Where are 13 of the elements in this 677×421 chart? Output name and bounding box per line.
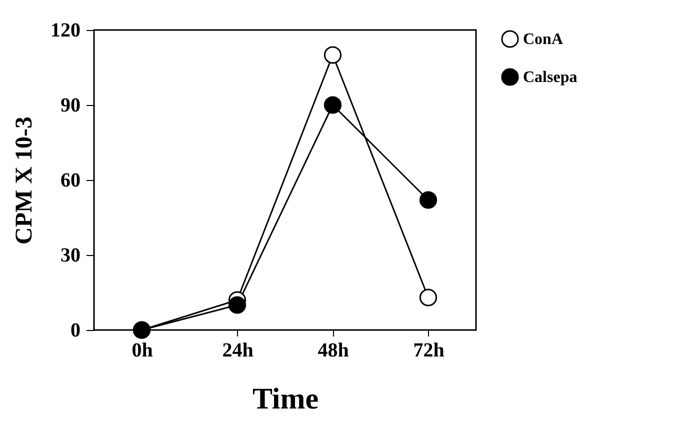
- y-tick-label: 120: [50, 20, 80, 42]
- x-tick-label: 72h: [413, 340, 444, 362]
- x-tick-label: 48h: [318, 340, 349, 362]
- y-tick-label: 30: [60, 244, 80, 266]
- y-tick-label: 60: [60, 170, 80, 192]
- y-tick-label: 90: [60, 94, 80, 116]
- y-tick-label: 0: [70, 320, 80, 342]
- x-tick-label: 24h: [222, 340, 254, 362]
- x-axis-title: Time: [252, 382, 319, 416]
- x-tick-label: 0h: [132, 340, 153, 362]
- legend-label: Calsepa: [523, 69, 578, 86]
- legend-label: ConA: [523, 31, 564, 48]
- y-axis-title: CPM X 10-3: [12, 116, 38, 244]
